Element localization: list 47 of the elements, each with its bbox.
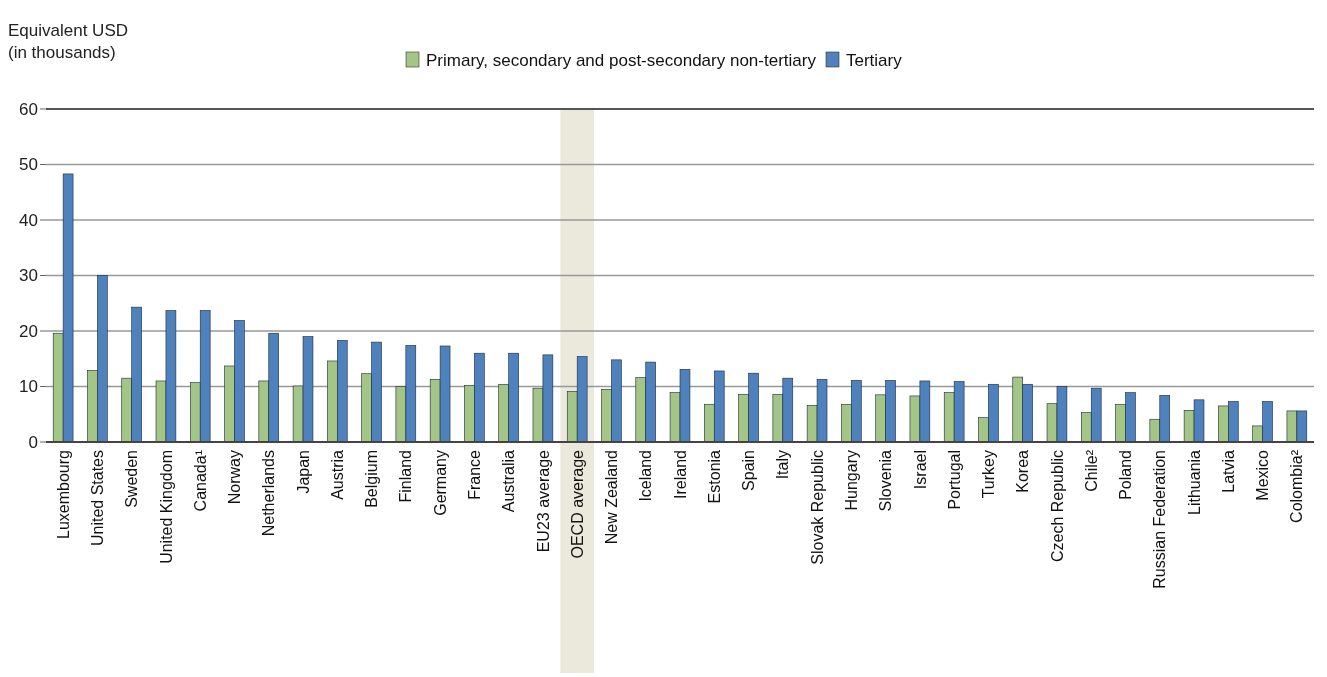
x-tick-label: Portugal [945,450,963,510]
x-tick-label: Hungary [842,450,860,511]
x-tick-label: Finland [397,450,415,503]
x-tick-label: Canada¹ [191,450,209,512]
y-tick-label: 20 [19,321,38,341]
x-tick-label: Netherlands [260,450,278,537]
legend-label: Tertiary [846,50,903,70]
x-tick-label: Australia [500,449,518,513]
x-tick-label: Turkey [980,450,998,499]
x-tick-label: Estonia [705,449,723,504]
x-tick-label: Korea [1014,449,1032,493]
x-tick-label: Russian Federation [1151,450,1169,589]
x-tick-label: United Kingdom [157,450,175,564]
y-tick-label: 50 [19,155,38,175]
x-tick-label: Iceland [637,450,655,502]
y-tick-label: 40 [19,210,38,230]
x-tick-label: Czech Republic [1048,450,1066,563]
x-tick-label: Italy [774,450,792,480]
x-tick-label: Slovak Republic [808,450,826,565]
x-tick-label: EU23 average [534,449,552,553]
x-tick-label: New Zealand [603,450,621,545]
x-tick-label: Chile² [1082,449,1100,492]
x-tick-label: Slovenia [877,449,895,512]
x-tick-label: Japan [294,450,312,494]
y-tick-label: 60 [19,99,38,119]
x-tick-label: Germany [431,450,449,516]
x-tick-label: Austria [328,449,346,500]
x-tick-label: Lithuania [1185,449,1203,515]
x-tick-label: Poland [1117,450,1135,500]
y-axis-title: Equivalent USD (in thousands) [8,20,129,64]
x-tick-label: Belgium [363,450,381,508]
x-tick-label: United States [89,450,107,547]
x-tick-label: Sweden [123,450,141,508]
x-tick-label: Ireland [671,450,689,499]
y-tick-label: 0 [28,432,38,452]
x-tick-label: OECD average [568,449,586,559]
x-tick-label: France [465,449,483,500]
x-tick-label: Latvia [1219,449,1237,493]
x-tick-label: Israel [911,450,929,490]
x-tick-label: Spain [740,450,758,491]
x-tick-label: Luxembourg [54,450,72,539]
x-tick-label: Mexico [1254,449,1272,501]
y-tick-label: 10 [19,377,38,397]
y-tick-label: 30 [19,266,38,286]
x-tick-label: Colombia² [1288,449,1306,523]
legend-label: Primary, secondary and post-secondary non-tertiary [426,50,817,70]
x-tick-label: Norway [226,450,244,505]
